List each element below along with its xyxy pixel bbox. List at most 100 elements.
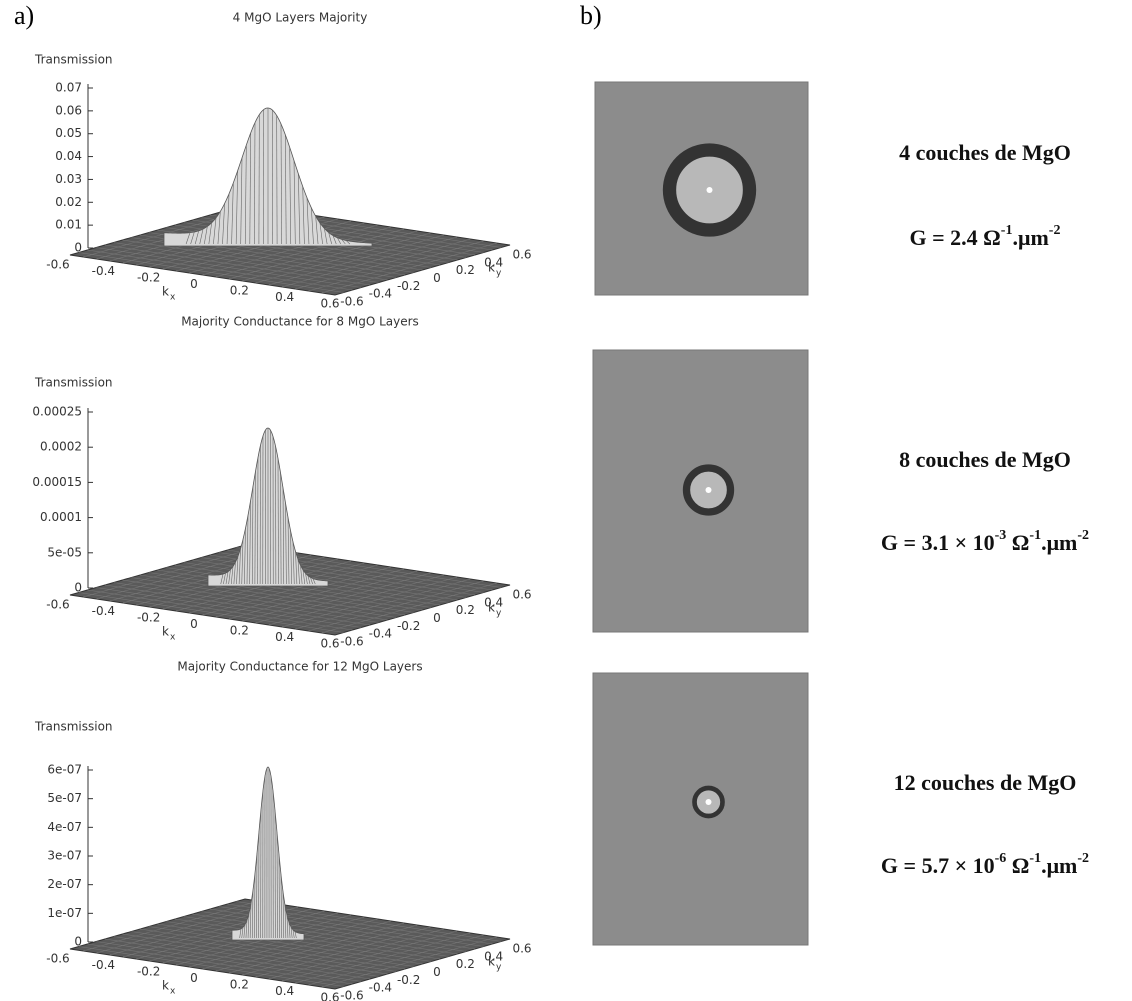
- x-tick-label: 0.4: [275, 630, 294, 644]
- superscript: -6: [995, 851, 1007, 866]
- y-tick-label: -0.6: [340, 295, 363, 309]
- superscript: -3: [995, 528, 1007, 543]
- z-tick-label: 6e-07: [47, 763, 82, 777]
- mesh-line: [166, 567, 432, 608]
- peak-mesh: [254, 873, 256, 939]
- peak-mesh: [185, 232, 191, 245]
- conductance-part: Ω: [1006, 530, 1029, 555]
- peak-mesh: [244, 145, 247, 245]
- y-tick-label: 0: [433, 965, 441, 979]
- y-tick-label: 0.6: [512, 588, 531, 602]
- y-tick-label: 0.4: [484, 949, 503, 963]
- y-tick-label: 0.6: [512, 942, 531, 956]
- y-tick-label: -0.4: [369, 981, 392, 995]
- peak-mesh: [241, 927, 244, 939]
- mesh-line: [321, 242, 497, 294]
- panel-label: a): [14, 1, 34, 30]
- peak-mesh: [297, 559, 300, 585]
- z-tick-label: 0.06: [55, 103, 82, 117]
- plot-title: 4 MgO Layers Majority: [233, 11, 368, 25]
- x-axis-sub: x: [170, 633, 176, 643]
- peak-mesh: [284, 905, 287, 939]
- mesh-line: [242, 924, 418, 976]
- peak-mesh: [341, 239, 346, 245]
- y-tick-label: -0.2: [397, 619, 420, 633]
- z-tick-label: 1e-07: [47, 906, 82, 920]
- peak-mesh: [298, 173, 301, 245]
- conductance-part: .μm: [1041, 853, 1077, 878]
- superscript: -2: [1077, 851, 1089, 866]
- x-axis-label: k: [162, 979, 169, 993]
- conductance: G = 5.7 × 10-6 Ω-1.μm-2: [881, 851, 1089, 878]
- mesh-line: [321, 936, 497, 988]
- x-axis-label: k: [162, 285, 169, 299]
- mesh-line: [268, 574, 444, 626]
- peak-mesh: [293, 160, 296, 245]
- mesh-line: [166, 921, 432, 962]
- z-tick-label: 0.05: [55, 126, 82, 140]
- peak-mesh: [256, 853, 258, 939]
- peak-mesh: [223, 573, 226, 585]
- peak-mesh: [287, 517, 290, 585]
- x-tick-label: -0.4: [92, 604, 115, 618]
- mesh-line: [192, 913, 458, 955]
- peak-mesh: [251, 486, 254, 585]
- peak-mesh: [285, 134, 287, 245]
- z-axis-label: Transmission: [34, 53, 113, 67]
- surface-plot: Majority Conductance for 12 MgO Layers Tr…: [34, 660, 532, 1001]
- z-tick-label: 5e-05: [47, 545, 82, 559]
- superscript: -2: [1049, 223, 1061, 238]
- peak-mesh: [249, 903, 252, 939]
- peak-mesh: [235, 170, 238, 245]
- peak-mesh: [233, 562, 236, 585]
- z-tick-label: 0.07: [55, 81, 82, 95]
- z-tick-label: 3e-07: [47, 849, 82, 863]
- z-tick-label: 0.04: [55, 149, 82, 163]
- x-tick-label: 0: [190, 617, 198, 631]
- z-tick-label: 2e-07: [47, 877, 82, 891]
- z-tick-label: 5e-07: [47, 791, 82, 805]
- mesh-line: [281, 930, 458, 982]
- x-axis-sub: x: [170, 293, 176, 303]
- x-tick-label: -0.6: [46, 258, 69, 272]
- y-tick-label: -0.4: [369, 287, 392, 301]
- mesh-line: [157, 569, 423, 611]
- y-axis-label: k: [488, 601, 495, 615]
- y-axis-sub: y: [496, 269, 502, 279]
- mesh-line: [242, 570, 418, 622]
- peak-mesh: [305, 573, 308, 585]
- peak-mesh: [306, 197, 310, 245]
- peak-mesh: [245, 920, 248, 939]
- x-tick-label: 0.2: [230, 978, 249, 992]
- conductance: G = 2.4 Ω-1.μm-2: [910, 223, 1061, 250]
- mesh-line: [215, 566, 391, 618]
- peak-mesh: [254, 471, 256, 585]
- y-tick-label: -0.6: [340, 989, 363, 1001]
- mesh-line: [255, 572, 431, 624]
- mesh-line: [295, 238, 471, 290]
- plot-title: Majority Conductance for 12 MgO Layers: [177, 660, 422, 674]
- peak-mesh: [345, 240, 351, 245]
- peak-mesh: [231, 182, 234, 245]
- y-tick-label: -0.6: [340, 635, 363, 649]
- peak: [231, 766, 305, 941]
- z-axis-label: Transmission: [34, 720, 113, 734]
- y-tick-label: -0.2: [397, 279, 420, 293]
- y-tick-label: 0.6: [512, 248, 531, 262]
- y-tick-label: 0.2: [456, 603, 475, 617]
- peak-mesh: [244, 528, 246, 585]
- mesh-line: [157, 923, 423, 965]
- x-tick-label: 0: [190, 277, 198, 291]
- z-tick-label: 4e-07: [47, 820, 82, 834]
- mesh-line: [308, 580, 484, 632]
- peak-mesh: [204, 226, 208, 245]
- mesh-line: [268, 234, 444, 286]
- caption: 8 couches de MgO: [899, 447, 1071, 472]
- peak-mesh: [228, 569, 231, 585]
- peak-mesh: [247, 913, 250, 939]
- peak-mesh: [290, 530, 292, 585]
- x-tick-label: -0.4: [92, 264, 115, 278]
- peak-mesh: [292, 929, 295, 939]
- y-tick-label: -0.4: [369, 627, 392, 641]
- mesh-line: [321, 582, 497, 634]
